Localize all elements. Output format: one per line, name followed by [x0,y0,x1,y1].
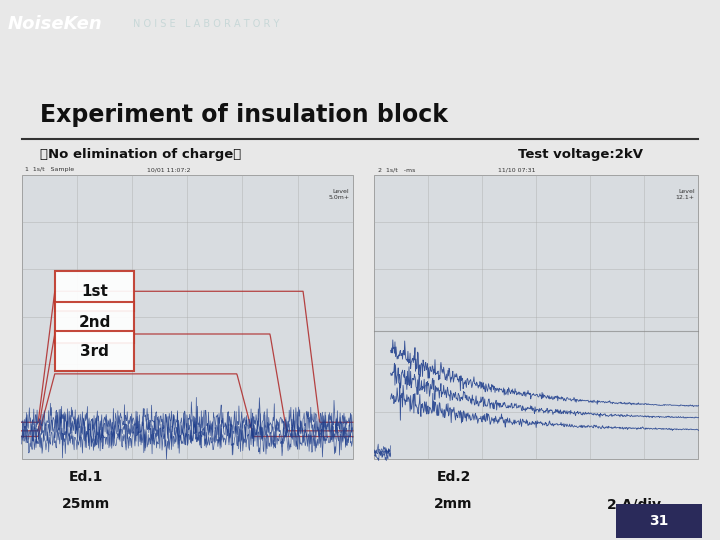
Text: 2nd: 2nd [78,315,111,330]
FancyBboxPatch shape [55,302,134,343]
Text: Experiment of insulation block: Experiment of insulation block [40,103,448,127]
Text: Ed.2: Ed.2 [436,470,471,484]
Text: Level
5.0m+: Level 5.0m+ [328,189,349,200]
Text: N O I S E   L A B O R A T O R Y: N O I S E L A B O R A T O R Y [133,19,279,29]
Text: NoiseKen: NoiseKen [7,15,102,33]
Text: Level
12.1+: Level 12.1+ [676,189,695,200]
FancyBboxPatch shape [616,504,702,538]
Text: 【No elimination of charge】: 【No elimination of charge】 [40,148,241,161]
FancyBboxPatch shape [55,331,134,372]
FancyBboxPatch shape [22,174,353,460]
Text: 11/10 07:31: 11/10 07:31 [498,167,535,172]
Text: 25mm: 25mm [62,497,111,511]
Text: 3rd: 3rd [80,343,109,359]
Text: 2  1s/t   -ms: 2 1s/t -ms [378,167,415,172]
Text: 2mm: 2mm [434,497,473,511]
FancyBboxPatch shape [374,174,698,460]
Text: 1st: 1st [81,284,108,299]
Text: 10/01 11:07:2: 10/01 11:07:2 [148,167,191,172]
Text: 1  1s/t   Sample: 1 1s/t Sample [25,167,74,172]
FancyBboxPatch shape [55,271,134,312]
Text: Ed.1: Ed.1 [69,470,104,484]
Text: 2 A/div: 2 A/div [606,497,661,511]
Text: 31: 31 [649,514,668,528]
Text: Test voltage:2kV: Test voltage:2kV [518,148,644,161]
